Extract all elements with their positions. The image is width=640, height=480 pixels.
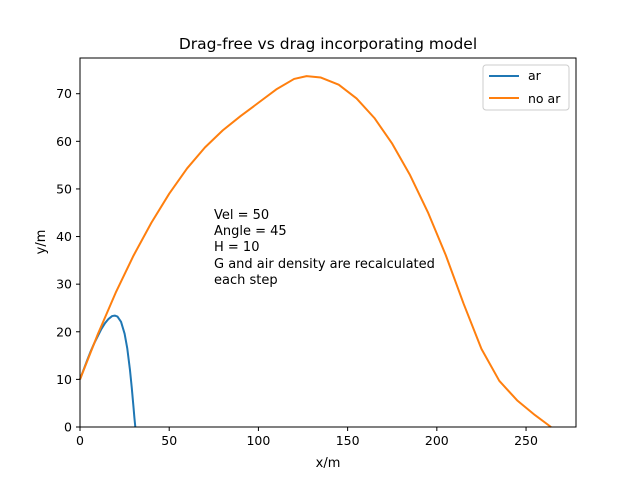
annotation-line-5: each step bbox=[214, 273, 278, 288]
x-axis: 0 50 100 150 200 250 bbox=[76, 427, 538, 448]
plot-area bbox=[79, 57, 577, 428]
y-tick-label: 30 bbox=[56, 277, 72, 292]
chart-title: Drag-free vs drag incorporating model bbox=[179, 35, 477, 53]
axes-background bbox=[80, 58, 576, 427]
series-line-no-ar bbox=[79, 75, 552, 428]
annotation-line-1: Vel = 50 bbox=[214, 208, 269, 223]
x-tick-label: 0 bbox=[76, 433, 84, 448]
annotation-text: Vel = 50 Angle = 45 H = 10 G and air den… bbox=[214, 208, 439, 288]
y-tick-label: 40 bbox=[56, 229, 72, 244]
axes-frame bbox=[79, 57, 577, 428]
legend: ar no ar bbox=[482, 64, 570, 111]
annotation-line-4: G and air density are recalculated bbox=[214, 257, 435, 272]
y-tick-label: 10 bbox=[56, 372, 72, 387]
y-tick-label: 50 bbox=[56, 181, 72, 196]
x-tick-label: 150 bbox=[336, 433, 360, 448]
y-tick-label: 60 bbox=[56, 134, 72, 149]
annotation-line-3: H = 10 bbox=[214, 240, 259, 255]
x-tick-label: 50 bbox=[161, 433, 177, 448]
legend-label-no-ar: no ar bbox=[528, 91, 561, 106]
y-axis-label: y/m bbox=[34, 230, 49, 255]
y-tick-label: 0 bbox=[64, 420, 72, 435]
y-axis: 0 10 20 30 40 50 60 70 bbox=[56, 86, 80, 435]
y-tick-label: 20 bbox=[56, 324, 72, 339]
series-layer bbox=[79, 75, 552, 428]
annotation-line-2: Angle = 45 bbox=[214, 224, 287, 239]
x-tick-label: 200 bbox=[425, 433, 449, 448]
y-tick-label: 70 bbox=[56, 86, 72, 101]
x-tick-label: 100 bbox=[246, 433, 270, 448]
x-axis-label: x/m bbox=[316, 456, 341, 471]
x-tick-label: 250 bbox=[514, 433, 538, 448]
legend-label-ar: ar bbox=[528, 68, 542, 83]
